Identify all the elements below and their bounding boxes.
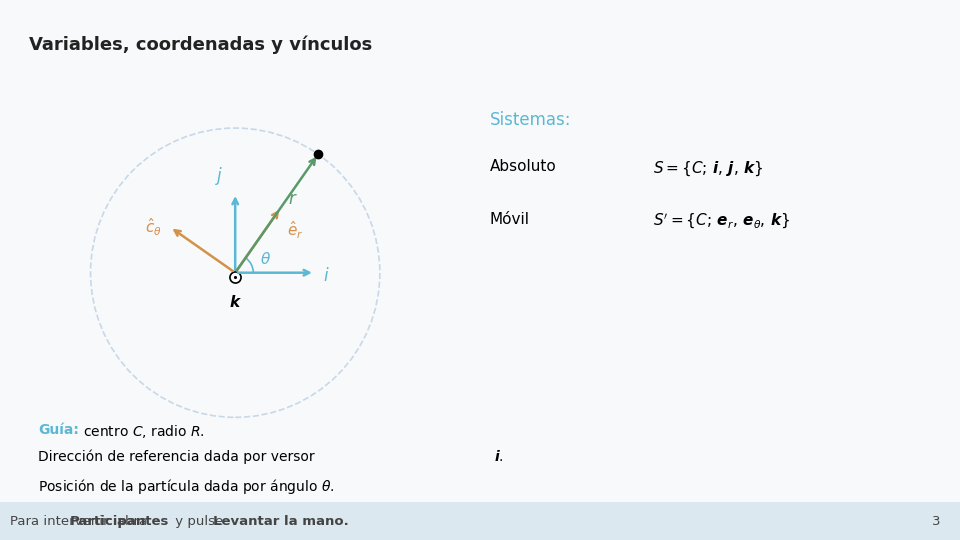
Text: $S' = \{C;\, \boldsymbol{e}_r,\, \boldsymbol{e}_\theta,\, \boldsymbol{k}\}$: $S' = \{C;\, \boldsymbol{e}_r,\, \boldsy… [653, 212, 790, 231]
Text: Dirección de referencia dada por versor: Dirección de referencia dada por versor [37, 449, 319, 464]
Text: $j$: $j$ [215, 165, 224, 187]
Text: $\hat{c}_\theta$: $\hat{c}_\theta$ [145, 216, 161, 238]
Text: Variables, coordenadas y vínculos: Variables, coordenadas y vínculos [29, 35, 372, 53]
FancyBboxPatch shape [0, 502, 960, 540]
Text: Móvil: Móvil [490, 212, 530, 227]
Text: $S = \{C;\, \boldsymbol{i},\, \boldsymbol{j},\, \boldsymbol{k}\}$: $S = \{C;\, \boldsymbol{i},\, \boldsymbo… [653, 159, 763, 178]
Text: y pulse: y pulse [171, 515, 228, 528]
Text: Absoluto: Absoluto [490, 159, 557, 174]
Text: Sistemas:: Sistemas: [490, 111, 571, 129]
Text: $r$: $r$ [288, 190, 298, 208]
Text: $\boldsymbol{i}$.: $\boldsymbol{i}$. [494, 449, 504, 464]
Text: centro $\mathit{C}$, radio $\mathit{R}$.: centro $\mathit{C}$, radio $\mathit{R}$. [83, 422, 204, 440]
FancyBboxPatch shape [0, 0, 960, 507]
Text: $\hat{e}_r$: $\hat{e}_r$ [287, 219, 303, 241]
Text: Levantar la mano.: Levantar la mano. [213, 515, 348, 528]
Text: $\theta$: $\theta$ [260, 251, 271, 267]
Text: Posición de la partícula dada por ángulo $\theta$.: Posición de la partícula dada por ángulo… [37, 477, 334, 496]
Text: $\boldsymbol{k}$: $\boldsymbol{k}$ [228, 294, 242, 310]
Text: Guía:: Guía: [37, 422, 79, 436]
Text: Participantes: Participantes [70, 515, 170, 528]
Text: Para intervenir: abra: Para intervenir: abra [10, 515, 151, 528]
Text: $i$: $i$ [324, 267, 330, 285]
Text: 3: 3 [932, 515, 941, 528]
